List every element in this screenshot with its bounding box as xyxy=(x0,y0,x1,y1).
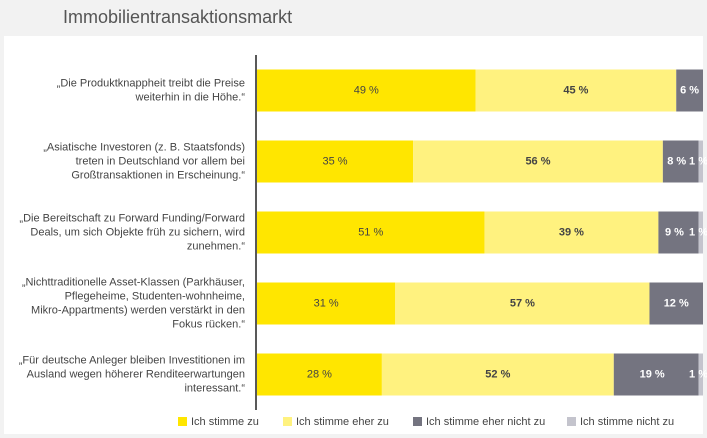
legend-swatch xyxy=(413,417,422,426)
value-label: 45 % xyxy=(563,84,588,96)
y-tick-label: „Asiatische Investoren (z. B. Staatsfond… xyxy=(43,141,245,181)
bar-segment xyxy=(676,69,703,112)
legend-swatch xyxy=(567,417,576,426)
value-label: 51 % xyxy=(358,226,383,238)
y-tick-label: „Nichttraditionelle Asset-Klassen (Parkh… xyxy=(22,276,246,330)
y-tick-label: „Die Bereitschaft zu Forward Funding/For… xyxy=(19,212,245,252)
value-label: 1 % xyxy=(689,155,707,167)
bar-segment xyxy=(257,140,414,183)
bar-segment xyxy=(698,211,703,254)
bar-segment xyxy=(649,282,703,325)
bar-segment xyxy=(257,69,476,112)
value-label: 8 % xyxy=(667,155,686,167)
value-label: 52 % xyxy=(485,368,510,380)
value-label: 19 % xyxy=(640,368,665,380)
bar-segment xyxy=(381,353,614,396)
value-label: 1 % xyxy=(689,368,707,380)
bar-segment xyxy=(484,211,659,254)
bar-segment xyxy=(413,140,663,183)
value-label: 9 % xyxy=(665,226,684,238)
legend-swatch xyxy=(283,417,292,426)
legend-label: Ich stimme zu xyxy=(191,416,259,428)
bar-segment xyxy=(698,353,703,396)
value-label: 1 % xyxy=(689,226,707,238)
bar-segment xyxy=(475,69,677,112)
value-label: 12 % xyxy=(664,297,689,309)
value-label: 56 % xyxy=(525,155,550,167)
legend-label: Ich stimme nicht zu xyxy=(580,416,674,428)
bar-segment xyxy=(257,282,396,325)
value-label: 35 % xyxy=(323,155,348,167)
bar-segment xyxy=(257,353,382,396)
y-tick-label: „Für deutsche Anleger bleiben Investitio… xyxy=(19,354,246,394)
bar-segment xyxy=(662,140,699,183)
bar-segment xyxy=(395,282,650,325)
legend-swatch xyxy=(178,417,187,426)
value-label: 39 % xyxy=(559,226,584,238)
value-label: 49 % xyxy=(354,84,379,96)
value-label: 28 % xyxy=(307,368,332,380)
value-label: 6 % xyxy=(680,84,699,96)
bar-segment xyxy=(658,211,699,254)
bar-segment xyxy=(698,140,703,183)
legend-label: Ich stimme eher zu xyxy=(296,416,389,428)
bar-segment xyxy=(613,353,699,396)
chart-title: Immobilientransaktionsmarkt xyxy=(63,7,292,27)
value-label: 31 % xyxy=(314,297,339,309)
y-tick-label: „Die Produktknappheit treibt die Preise w… xyxy=(57,77,246,103)
value-label: 57 % xyxy=(510,297,535,309)
legend-label: Ich stimme eher nicht zu xyxy=(426,416,545,428)
bar-segment xyxy=(257,211,485,254)
